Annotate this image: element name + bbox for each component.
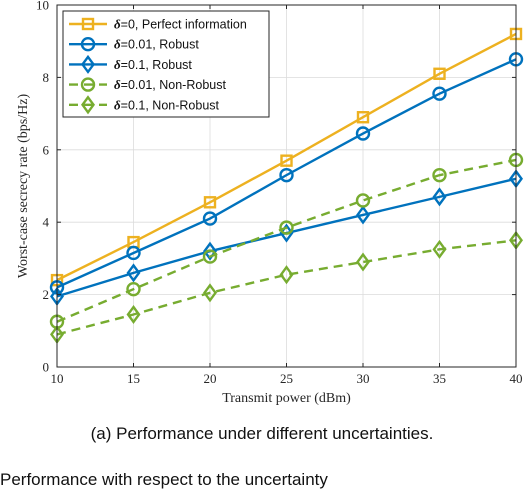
data-point bbox=[126, 304, 141, 325]
x-axis-label: Transmit power (dBm) bbox=[222, 391, 351, 406]
x-tick-label: 10 bbox=[51, 371, 64, 386]
legend-item: δ=0.1, Robust bbox=[69, 54, 192, 74]
line-chart: 10 15 20 25 30 35 40 0 2 4 6 8 10 Transmit power (dB… bbox=[16, 0, 524, 406]
legend-label: δ=0, Perfect information bbox=[114, 17, 247, 32]
legend-symbol: δ bbox=[114, 17, 121, 32]
series-4 bbox=[49, 152, 524, 329]
legend-label: δ=0.01, Robust bbox=[114, 37, 199, 52]
legend-symbol: δ bbox=[114, 77, 121, 92]
x-tick-label: 20 bbox=[204, 371, 217, 386]
data-point bbox=[356, 111, 370, 124]
legend-symbol: δ bbox=[114, 97, 121, 112]
series-line bbox=[56, 158, 517, 323]
legend-label: δ=0.1, Non-Robust bbox=[114, 97, 220, 112]
data-point bbox=[356, 252, 370, 272]
data-point bbox=[126, 263, 141, 283]
legend-item: δ=0.1, Non-Robust bbox=[69, 95, 220, 115]
legend-marker bbox=[81, 95, 95, 115]
legend-label: δ=0.01, Non-Robust bbox=[114, 77, 226, 92]
legend-text: =0.1, Non-Robust bbox=[121, 98, 220, 112]
legend-item: δ=0.01, Robust bbox=[69, 37, 199, 52]
y-tick-label: 4 bbox=[43, 215, 50, 230]
legend-marker bbox=[81, 17, 95, 31]
data-point bbox=[432, 167, 447, 183]
data-point bbox=[432, 86, 447, 101]
data-point bbox=[126, 281, 141, 297]
x-tick-label: 30 bbox=[357, 371, 370, 386]
legend-symbol: δ bbox=[114, 57, 121, 72]
data-point bbox=[279, 220, 294, 235]
data-point bbox=[203, 196, 217, 209]
y-axis-label: Worst-case secrecy rate (bps/Hz) bbox=[16, 94, 31, 279]
data-point bbox=[279, 167, 294, 183]
data-point bbox=[202, 211, 218, 226]
data-point bbox=[279, 223, 294, 243]
data-point bbox=[432, 239, 447, 259]
x-tick-label: 15 bbox=[127, 371, 140, 386]
y-tick-label: 6 bbox=[43, 142, 50, 157]
series-line bbox=[56, 58, 517, 289]
series-line bbox=[56, 239, 517, 336]
legend-item: δ=0, Perfect information bbox=[69, 17, 247, 32]
data-point bbox=[432, 187, 447, 207]
legend-label: δ=0.1, Robust bbox=[114, 57, 192, 72]
series-line bbox=[56, 32, 517, 282]
legend-text: =0.01, Robust bbox=[121, 38, 200, 52]
body-text-fragment: Performance with respect to the uncertai… bbox=[0, 470, 328, 489]
data-point bbox=[203, 241, 217, 261]
x-tick-label: 40 bbox=[510, 371, 523, 386]
data-point bbox=[202, 249, 218, 264]
data-point bbox=[280, 154, 293, 167]
legend-text: =0.01, Non-Robust bbox=[121, 78, 227, 92]
data-point bbox=[355, 126, 371, 141]
data-point bbox=[356, 205, 370, 225]
legend-text: =0.1, Robust bbox=[121, 58, 193, 72]
data-point bbox=[126, 245, 141, 261]
legend-symbol: δ bbox=[114, 37, 121, 52]
y-tick-label: 0 bbox=[43, 360, 50, 375]
legend-marker bbox=[81, 54, 95, 74]
legend-marker bbox=[80, 37, 96, 52]
data-point bbox=[279, 265, 294, 285]
data-point bbox=[355, 193, 371, 208]
y-tick-label: 2 bbox=[43, 287, 50, 302]
x-tick-label: 25 bbox=[280, 371, 293, 386]
legend-text: =0, Perfect information bbox=[121, 18, 247, 32]
figure-caption: (a) Performance under different uncertai… bbox=[90, 424, 434, 443]
y-tick-label: 10 bbox=[36, 0, 49, 13]
x-tick-label: 35 bbox=[433, 371, 446, 386]
series-5 bbox=[50, 230, 523, 344]
data-point bbox=[203, 283, 217, 303]
data-point bbox=[433, 67, 446, 80]
y-tick-label: 8 bbox=[43, 70, 50, 85]
axis-ticks: 10 15 20 25 30 35 40 0 2 4 6 8 10 bbox=[36, 0, 523, 386]
legend-marker bbox=[80, 77, 96, 92]
legend-item: δ=0.01, Non-Robust bbox=[69, 77, 226, 92]
